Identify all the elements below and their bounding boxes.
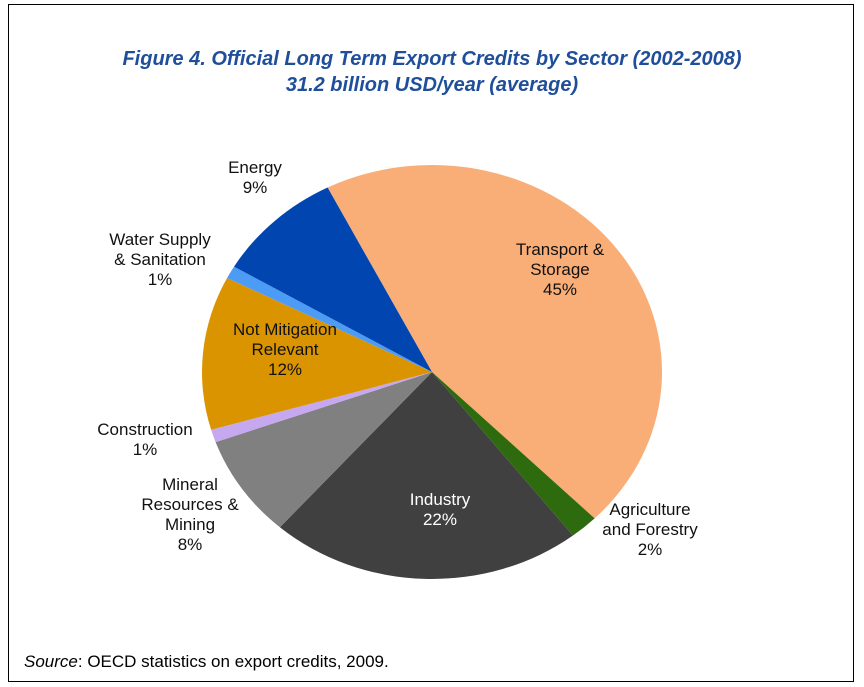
frame	[8, 4, 854, 682]
value-label: 9%	[242, 178, 268, 197]
pie-slice	[202, 278, 432, 430]
source: Source: OECD statistics on export credit…	[24, 652, 389, 672]
category-label: Industry	[409, 490, 471, 509]
value-label: 1%	[147, 270, 173, 289]
pie-slice	[432, 372, 595, 536]
slice-label: Agriculture and Forestry 2%	[602, 500, 697, 560]
pie-slice	[279, 372, 573, 580]
slice-label: Industry 22%	[410, 490, 470, 530]
pie-slice	[227, 266, 432, 372]
category-label: Mineral Resources & Mining	[141, 475, 239, 534]
slice-label: Transport & Storage 45%	[516, 240, 604, 300]
value-label: 8%	[177, 535, 203, 554]
source-label: Source	[24, 652, 78, 671]
slice-label: Construction 1%	[97, 420, 192, 460]
slice-label: Energy 9%	[228, 158, 282, 198]
source-text: : OECD statistics on export credits, 200…	[77, 652, 389, 671]
value-label: 22%	[422, 510, 458, 529]
value-label: 12%	[267, 360, 303, 379]
chart-subtitle: 31.2 billion USD/year (average)	[285, 74, 579, 96]
slice-label: Mineral Resources & Mining 8%	[141, 475, 238, 555]
pie-slice	[234, 187, 432, 372]
category-label: Agriculture and Forestry	[602, 500, 698, 539]
slice-label: Not Mitigation Relevant 12%	[233, 320, 337, 380]
value-label: 1%	[132, 440, 158, 459]
slice-label: Water Supply & Sanitation 1%	[109, 230, 210, 290]
pie-slice	[327, 165, 662, 519]
category-label: Not Mitigation Relevant	[233, 320, 337, 359]
pie-slice	[211, 372, 432, 443]
value-label: 2%	[637, 540, 663, 559]
value-label: 45%	[542, 280, 578, 299]
chart-title: Figure 4. Official Long Term Export Cred…	[122, 48, 742, 70]
category-label: Construction	[97, 420, 193, 439]
category-label: Water Supply & Sanitation	[109, 230, 211, 269]
category-label: Energy	[228, 158, 282, 177]
pie-slice	[215, 372, 432, 528]
category-label: Transport & Storage	[515, 240, 605, 279]
